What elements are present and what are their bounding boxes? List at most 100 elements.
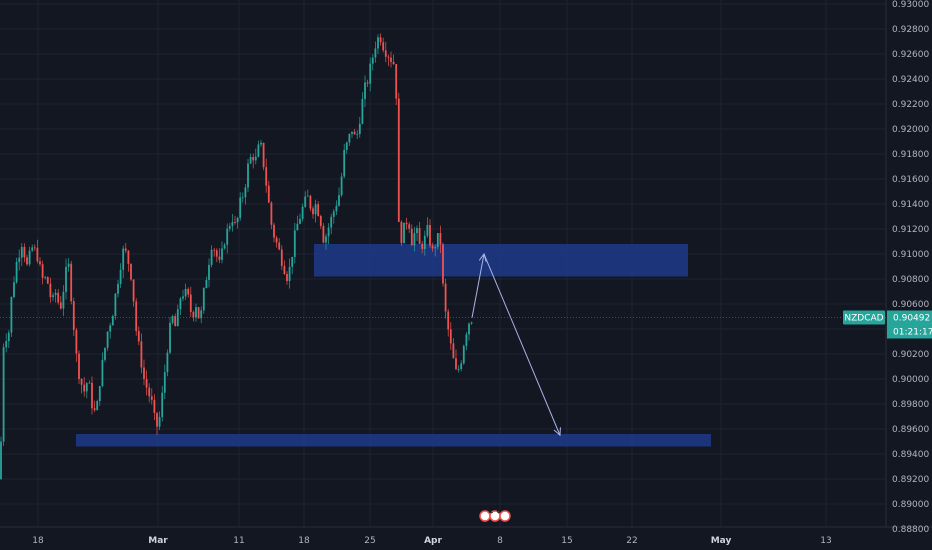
symbol-label-text: NZDCAD (844, 314, 883, 324)
candle-body (301, 206, 304, 219)
price-tick-label: 0.89200 (892, 475, 929, 485)
candle-body (10, 297, 13, 333)
candle-body (335, 205, 338, 212)
candle-body (260, 142, 262, 145)
candle-body (182, 296, 184, 299)
candle-body (296, 223, 299, 231)
candle-body (148, 387, 151, 397)
candle-body (101, 359, 104, 387)
candle-body (62, 291, 65, 309)
candle-body (439, 233, 442, 245)
candle-body (234, 222, 236, 223)
candle-body (462, 345, 465, 364)
candle-body (364, 82, 366, 99)
candle-body (5, 341, 8, 348)
candle-body (98, 386, 101, 402)
candle-body (470, 322, 473, 324)
candle-body (33, 247, 36, 249)
candle-body (117, 283, 119, 294)
candle-body (314, 204, 317, 215)
candle-body (361, 98, 364, 124)
candle-body (387, 56, 390, 58)
candle-body (145, 379, 148, 388)
candle-body (400, 221, 403, 244)
event-flag-icon[interactable] (499, 510, 511, 522)
candle-body (215, 250, 218, 257)
candle-body (239, 197, 242, 218)
candle-body (317, 204, 320, 217)
candle-body (343, 149, 346, 177)
event-badge[interactable]: 2 6 (479, 506, 511, 522)
candle-body (455, 358, 457, 370)
candle-body (288, 266, 291, 282)
candle-body (2, 347, 5, 442)
price-tick-label: 0.91400 (892, 200, 929, 210)
candle-body (7, 332, 10, 342)
candle-body (200, 310, 203, 319)
candle-body (348, 133, 351, 143)
candle-body (418, 228, 421, 244)
price-tick-label: 0.89000 (892, 500, 929, 510)
symbol-label: NZDCAD (843, 310, 885, 325)
candle-body (197, 307, 200, 319)
candle-body (444, 283, 447, 312)
candle-body (83, 384, 86, 392)
candle-body (429, 225, 431, 246)
time-tick-label: May (711, 536, 732, 546)
candle-body (54, 292, 57, 296)
countdown-text: 01:21:17 (893, 328, 932, 338)
candle-body (163, 372, 166, 393)
price-tick-label: 0.89400 (892, 450, 929, 460)
candle-body (189, 294, 192, 312)
price-tick-label: 0.90800 (892, 275, 929, 285)
candle-body (106, 331, 109, 348)
time-axis[interactable]: 18 Mar 11 18 25 Apr 8 15 22 May 13 (32, 536, 831, 546)
candle-body (442, 244, 444, 284)
candle-body (244, 187, 247, 198)
candle-body (265, 167, 268, 186)
candle-body (208, 264, 210, 280)
candle-body (80, 378, 83, 385)
candle-body (319, 216, 322, 226)
trend-arrows (471, 252, 561, 437)
candle-body (257, 144, 260, 157)
price-tick-label: 0.92000 (892, 125, 929, 135)
candle-body (275, 237, 278, 243)
candle-body (20, 246, 23, 258)
candle-body (137, 331, 140, 342)
candle-body (241, 197, 244, 199)
candle-body (96, 401, 99, 411)
candle-body (262, 142, 265, 168)
candle-body (124, 248, 127, 251)
candle-body (119, 269, 122, 284)
time-tick-label: 11 (233, 536, 244, 546)
candle-body (36, 247, 39, 262)
time-tick-label: 18 (32, 536, 44, 546)
candle-body (286, 273, 288, 282)
candle-body (395, 64, 398, 99)
candle-body (416, 228, 418, 234)
candle-body (460, 363, 463, 370)
candle-body (338, 195, 340, 206)
time-tick-label: 22 (626, 536, 637, 546)
candle-body (67, 263, 70, 267)
candle-body (187, 288, 190, 295)
price-tick-label: 0.93000 (892, 0, 929, 10)
candle-body (179, 298, 182, 310)
candle-body (366, 82, 369, 84)
candle-body (283, 265, 286, 274)
candle-body (31, 247, 34, 251)
countdown-bg (887, 324, 932, 339)
candle-body (0, 441, 2, 479)
candle-body (88, 382, 91, 384)
candle-body (405, 222, 408, 225)
price-axis[interactable]: 0.93000 0.92800 0.92600 0.92400 0.92200 0.920… (892, 0, 929, 535)
candle-body (330, 216, 333, 228)
candle-body (158, 417, 161, 427)
candle-body (91, 382, 93, 409)
candles (0, 33, 473, 481)
candle-body (57, 292, 60, 303)
candle-body (135, 301, 138, 332)
candle-body (114, 293, 117, 317)
